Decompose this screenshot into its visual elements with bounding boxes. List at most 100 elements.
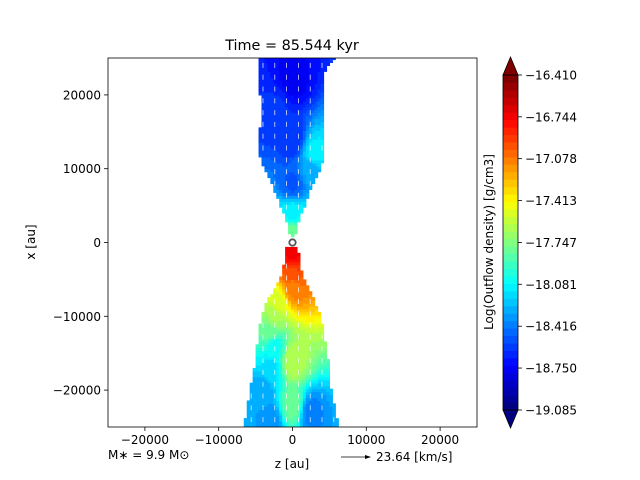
density-cell bbox=[317, 109, 322, 114]
density-cell bbox=[320, 97, 325, 102]
density-cell bbox=[305, 80, 310, 84]
density-cell bbox=[258, 424, 263, 427]
density-cell bbox=[282, 153, 286, 158]
density-cell bbox=[299, 124, 304, 128]
density-cell bbox=[314, 320, 319, 325]
density-cell bbox=[299, 65, 304, 69]
density-cell bbox=[285, 409, 289, 413]
density-cell bbox=[291, 397, 295, 402]
density-cell bbox=[291, 124, 295, 128]
density-cell bbox=[320, 80, 325, 84]
density-cell bbox=[305, 192, 310, 196]
density-cell bbox=[288, 112, 292, 117]
density-cell bbox=[317, 106, 322, 111]
density-cell bbox=[285, 314, 289, 319]
density-cell bbox=[264, 62, 269, 66]
density-cell bbox=[279, 305, 283, 310]
density-cell bbox=[264, 71, 269, 75]
density-cell bbox=[264, 320, 269, 325]
density-cell bbox=[276, 156, 280, 161]
density-cell bbox=[323, 379, 328, 384]
density-cell bbox=[288, 406, 292, 410]
density-cell bbox=[285, 362, 289, 366]
density-cell bbox=[317, 385, 322, 390]
density-cell bbox=[282, 180, 286, 185]
density-cell bbox=[323, 376, 328, 381]
density-cell bbox=[329, 388, 333, 393]
density-cell bbox=[302, 177, 307, 182]
density-cell bbox=[291, 249, 295, 254]
density-cell bbox=[293, 317, 298, 322]
density-cell bbox=[291, 94, 295, 99]
density-cell bbox=[273, 127, 277, 131]
density-cell bbox=[326, 409, 330, 413]
density-cell bbox=[305, 156, 310, 161]
density-cell bbox=[296, 421, 301, 425]
density-cell bbox=[311, 65, 316, 69]
density-cell bbox=[261, 317, 266, 322]
density-cell bbox=[267, 100, 271, 105]
density-cell bbox=[311, 335, 316, 340]
density-cell bbox=[264, 382, 269, 387]
density-cell bbox=[276, 406, 280, 410]
density-cell bbox=[288, 385, 292, 390]
density-cell bbox=[282, 118, 286, 123]
density-cell bbox=[317, 370, 322, 375]
density-cell bbox=[264, 385, 269, 390]
density-cell bbox=[270, 308, 274, 313]
density-cell bbox=[296, 362, 301, 366]
density-cell bbox=[288, 207, 292, 211]
density-cell bbox=[282, 418, 286, 422]
density-cell bbox=[323, 403, 328, 407]
density-cell bbox=[291, 186, 295, 190]
density-cell bbox=[320, 376, 325, 381]
density-cell bbox=[285, 255, 289, 260]
density-cell bbox=[323, 347, 328, 351]
density-cell bbox=[276, 347, 280, 351]
density-cell bbox=[285, 338, 289, 342]
density-cell bbox=[332, 58, 336, 61]
density-cell bbox=[311, 329, 316, 334]
density-cell bbox=[273, 338, 277, 342]
density-cell bbox=[279, 341, 283, 345]
density-cell bbox=[258, 332, 263, 337]
density-cell bbox=[296, 153, 301, 158]
density-cell bbox=[302, 148, 307, 152]
density-cell bbox=[288, 83, 292, 87]
density-cell bbox=[267, 115, 271, 120]
density-cell bbox=[308, 379, 313, 384]
density-cell bbox=[249, 391, 254, 396]
density-cell bbox=[311, 91, 316, 96]
density-cell bbox=[299, 400, 304, 404]
density-cell bbox=[314, 91, 319, 96]
density-cell bbox=[299, 145, 304, 149]
density-cell bbox=[311, 362, 316, 366]
density-cell bbox=[285, 246, 289, 251]
density-cell bbox=[299, 418, 304, 422]
density-cell bbox=[311, 297, 316, 301]
density-cell bbox=[273, 362, 277, 366]
density-cell bbox=[282, 400, 286, 404]
density-cell bbox=[314, 139, 319, 143]
density-cell bbox=[329, 400, 333, 404]
density-cell bbox=[258, 400, 263, 404]
density-cell bbox=[296, 353, 301, 357]
density-cell bbox=[276, 192, 280, 196]
density-cell bbox=[264, 305, 269, 310]
density-cell bbox=[282, 406, 286, 410]
density-cell bbox=[276, 145, 280, 149]
density-cell bbox=[291, 317, 295, 322]
density-cell bbox=[296, 80, 301, 84]
density-cell bbox=[299, 192, 304, 196]
density-cell bbox=[261, 350, 266, 354]
density-cell bbox=[317, 388, 322, 393]
density-cell bbox=[317, 323, 322, 328]
density-cell bbox=[255, 359, 260, 363]
density-cell bbox=[314, 421, 319, 425]
density-cell bbox=[329, 397, 333, 402]
density-cell bbox=[308, 291, 313, 295]
density-cell bbox=[264, 112, 269, 117]
density-cell bbox=[273, 388, 277, 393]
density-cell bbox=[317, 320, 322, 325]
density-cell bbox=[276, 121, 280, 126]
